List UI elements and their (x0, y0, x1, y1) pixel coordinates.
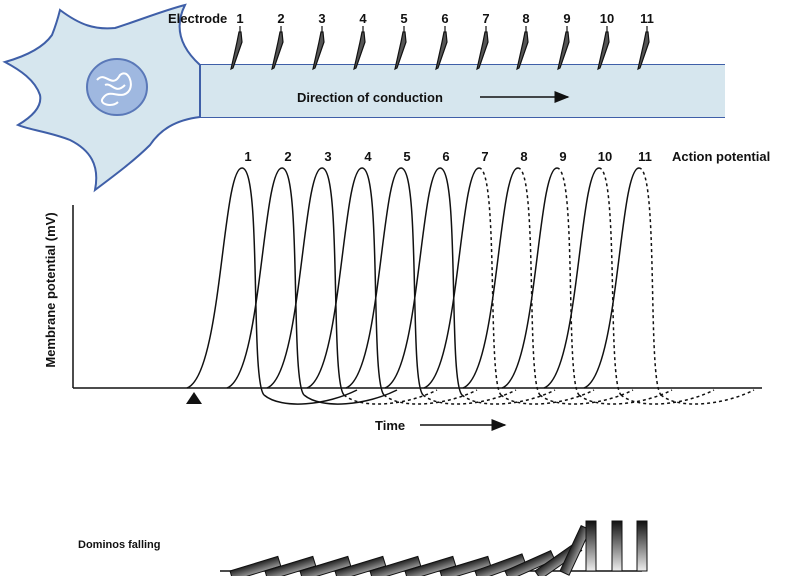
action-potential-number: 3 (324, 149, 331, 164)
ap-rise (186, 167, 243, 389)
electrode (516, 26, 529, 71)
ap-rise (543, 167, 600, 389)
ap-rise (583, 167, 640, 389)
ap-rise (345, 167, 402, 389)
electrode (637, 26, 650, 71)
ap-fall (439, 167, 463, 396)
electrode-number: 1 (236, 11, 243, 26)
y-axis-label: Membrane potential (mV) (43, 212, 58, 367)
neuron (2, 3, 725, 193)
action-potential-number: 9 (559, 149, 566, 164)
ap-rise (266, 167, 323, 389)
action-potential-number: 1 (244, 149, 251, 164)
ap-undershoot (620, 389, 715, 405)
electrode (597, 26, 610, 71)
action-potential-number: 8 (520, 149, 527, 164)
ap-fall (400, 167, 424, 396)
ap-rise (226, 167, 283, 389)
axes (72, 205, 762, 431)
electrode (353, 26, 366, 71)
electrode-number: 9 (563, 11, 570, 26)
action-potential-number: 6 (442, 149, 449, 164)
electrode-number: 4 (359, 11, 367, 26)
electrode-number: 2 (277, 11, 284, 26)
ap-fall (321, 167, 345, 396)
electrode (557, 26, 570, 71)
electrode (230, 26, 243, 71)
electrode (271, 26, 284, 71)
action-potential-curves (186, 167, 755, 405)
ap-undershoot (660, 389, 755, 405)
electrode (476, 26, 489, 71)
electrode (312, 26, 325, 71)
ap-fall (556, 167, 580, 396)
ap-undershoot (422, 389, 517, 405)
action-potential-number: 10 (598, 149, 612, 164)
ap-undershoot (343, 389, 438, 405)
action-potential-label: Action potential (672, 149, 770, 164)
action-potential-number: 7 (481, 149, 488, 164)
ap-rise (423, 167, 480, 389)
ap-undershoot (461, 389, 556, 405)
ap-fall (598, 167, 622, 396)
domino (611, 520, 623, 572)
ap-undershoot (383, 389, 478, 405)
electrode (435, 26, 448, 71)
electrode-number: 3 (318, 11, 325, 26)
action-potential-number: 4 (364, 149, 372, 164)
direction-label: Direction of conduction (297, 90, 443, 105)
ap-fall (638, 167, 662, 396)
electrode-number: 7 (482, 11, 489, 26)
ap-fall (281, 167, 305, 396)
electrode-number: 8 (522, 11, 529, 26)
ap-undershoot (500, 389, 595, 405)
electrode-number: 6 (441, 11, 448, 26)
ap-rise (462, 167, 519, 389)
dominos (229, 520, 648, 576)
ap-undershoot (263, 389, 358, 405)
electrode-number: 11 (640, 11, 654, 26)
ap-fall (517, 167, 541, 396)
electrode (394, 26, 407, 71)
x-axis-label: Time (375, 418, 405, 433)
ap-undershoot (303, 389, 398, 405)
action-potential-number: 11 (638, 149, 652, 164)
ap-fall (361, 167, 385, 396)
ap-fall (241, 167, 265, 396)
dominos-label: Dominos falling (78, 539, 161, 551)
ap-rise (306, 167, 363, 389)
action-potential-number: 2 (284, 149, 291, 164)
ap-rise (501, 167, 558, 389)
electrode-number: 5 (400, 11, 407, 26)
electrode-label: Electrode (168, 11, 227, 26)
ap-fall (478, 167, 502, 396)
domino (636, 520, 648, 572)
electrode-number: 10 (600, 11, 614, 26)
action-potential-number: 5 (403, 149, 410, 164)
ap-undershoot (539, 389, 634, 405)
domino (585, 520, 597, 572)
ap-rise (384, 167, 441, 389)
ap-undershoot (578, 389, 673, 405)
